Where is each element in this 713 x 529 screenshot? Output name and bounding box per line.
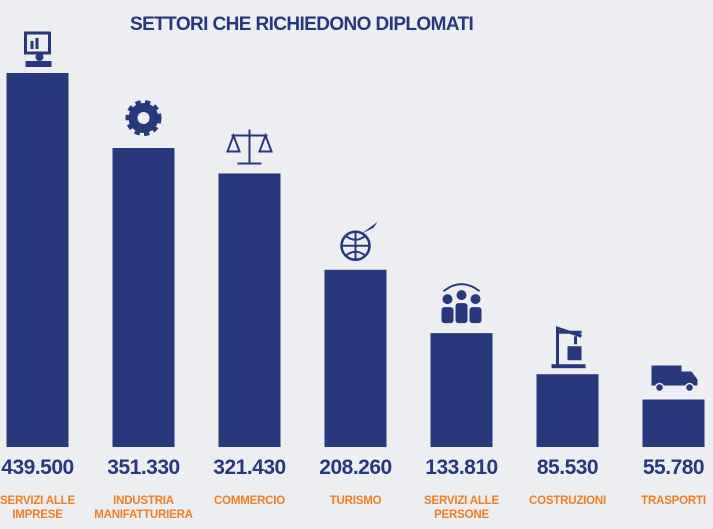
category-label: INDUSTRIA MANIFATTURIERA bbox=[94, 495, 193, 521]
icon-part bbox=[226, 129, 273, 165]
icon-part bbox=[654, 382, 665, 393]
icon-part bbox=[442, 294, 453, 305]
icon bbox=[24, 31, 52, 67]
icon-part bbox=[442, 283, 481, 292]
icon-part bbox=[567, 346, 582, 361]
bar bbox=[218, 173, 281, 447]
icon-part bbox=[35, 53, 44, 61]
icon-part bbox=[469, 307, 482, 324]
bar bbox=[642, 399, 705, 447]
icon bbox=[441, 283, 482, 324]
bar bbox=[324, 269, 387, 447]
value-label: 55.780 bbox=[642, 456, 705, 479]
icon-part bbox=[441, 307, 454, 324]
icon-part bbox=[470, 294, 481, 305]
icon bbox=[340, 221, 378, 262]
icon-part bbox=[361, 221, 378, 234]
bar bbox=[6, 73, 69, 447]
icon-part bbox=[556, 326, 582, 367]
bar bbox=[536, 374, 599, 447]
icon-part bbox=[456, 290, 467, 301]
category-label: COMMERCIO bbox=[213, 495, 286, 507]
icon-part bbox=[684, 382, 695, 393]
category-label: SERVIZI ALLE PERSONE bbox=[424, 495, 499, 521]
icon-part bbox=[341, 231, 370, 260]
icon-part bbox=[651, 365, 682, 386]
value-label: 321.430 bbox=[213, 456, 286, 479]
icon-part bbox=[551, 364, 586, 369]
value-label: 85.530 bbox=[536, 456, 599, 479]
icon-part bbox=[455, 303, 468, 324]
icon-part bbox=[35, 38, 39, 49]
value-label: 439.500 bbox=[1, 456, 74, 479]
chart-title: SETTORI CHE RICHIEDONO DIPLOMATI bbox=[130, 14, 474, 35]
icon-part bbox=[137, 112, 150, 125]
value-label: 351.330 bbox=[107, 456, 180, 479]
category-label: SERVIZI ALLE IMPRESE bbox=[0, 495, 75, 521]
category-label: TRASPORTI bbox=[641, 495, 706, 507]
bar bbox=[430, 333, 493, 447]
category-label: TURISMO bbox=[329, 495, 382, 507]
category-label: COSTRUZIONI bbox=[528, 495, 607, 507]
icon bbox=[125, 100, 162, 137]
icon-part bbox=[24, 31, 51, 55]
icon bbox=[651, 365, 698, 393]
icon-part bbox=[25, 61, 52, 67]
value-label: 133.810 bbox=[425, 456, 498, 479]
icon-part bbox=[681, 371, 698, 386]
icon-part bbox=[30, 41, 34, 49]
icon bbox=[551, 326, 586, 369]
bar bbox=[112, 148, 175, 447]
icon bbox=[226, 129, 273, 165]
value-label: 208.260 bbox=[319, 456, 392, 479]
